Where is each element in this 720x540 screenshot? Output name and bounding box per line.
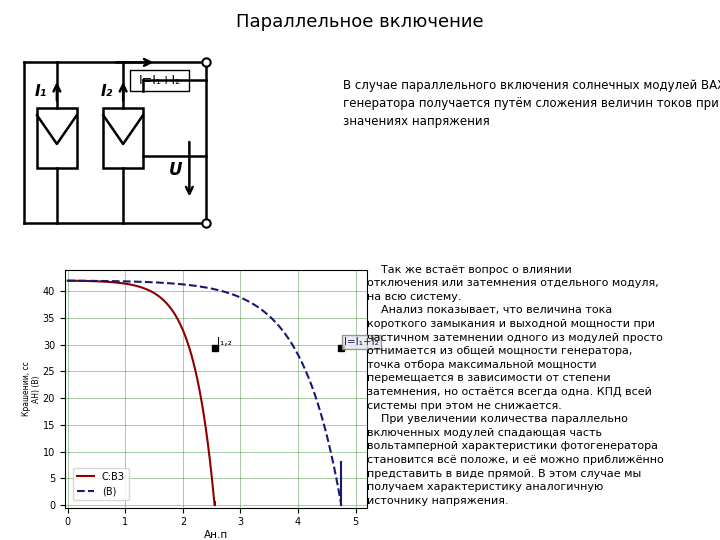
Text: I₁: I₁ <box>34 84 47 99</box>
Text: U: U <box>169 161 183 179</box>
Y-axis label: Крашении, сс
АН) (В): Крашении, сс АН) (В) <box>22 361 41 416</box>
Bar <box>37 108 77 168</box>
Text: I₂: I₂ <box>100 84 113 99</box>
Text: Так же встаёт вопрос о влиянии
отключения или затемнения отдельного модуля,
на в: Так же встаёт вопрос о влиянии отключени… <box>367 265 664 506</box>
Text: В случае параллельного включения солнечных модулей ВАХ
генератора получается пут: В случае параллельного включения солнечн… <box>343 79 720 128</box>
X-axis label: Ан.п: Ан.п <box>204 530 228 540</box>
Text: Параллельное включение: Параллельное включение <box>236 12 484 31</box>
Text: I=I₁+I₂: I=I₁+I₂ <box>344 338 379 347</box>
Text: I=I₁+I₂: I=I₁+I₂ <box>138 74 181 87</box>
Bar <box>103 108 143 168</box>
Text: I₁,₂: I₁,₂ <box>217 338 232 347</box>
Bar <box>130 70 189 91</box>
Legend: С:ВЗ, (В): С:ВЗ, (В) <box>73 468 129 501</box>
